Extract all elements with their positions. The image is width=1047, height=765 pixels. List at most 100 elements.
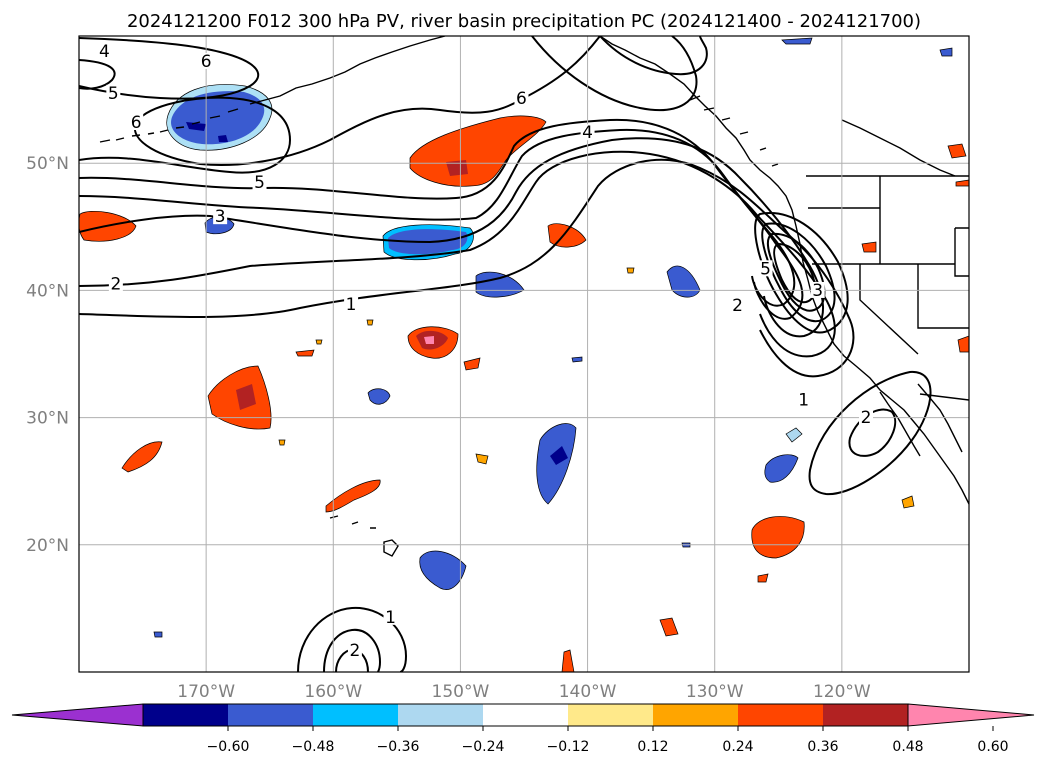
- negative-precip-patch: [939, 47, 953, 57]
- baja-california-coast: [879, 391, 921, 457]
- contour-label: 6: [131, 113, 142, 133]
- contour-label: 4: [99, 42, 110, 62]
- longitude-tick-label: 140°W: [559, 682, 617, 702]
- contour-label: 5: [760, 259, 771, 279]
- colorbar-tick-label: 0.36: [807, 739, 838, 755]
- colorbar-cell: [568, 704, 653, 726]
- contour-label-background: [106, 84, 121, 101]
- pv-contour-tropical-low-2: [323, 628, 382, 672]
- latitude-tick-label: 30°N: [26, 409, 69, 429]
- contour-label: 2: [349, 641, 360, 661]
- contour-label-background: [344, 295, 359, 312]
- contour-label-background: [129, 114, 144, 131]
- colorbar-cell: [653, 704, 738, 726]
- contour-label-background: [97, 42, 112, 59]
- positive-precip-patch: [957, 335, 969, 353]
- colorbar-cell: [483, 704, 568, 726]
- contour-label-background: [383, 608, 398, 625]
- pv-contour-tropical-low-1: [297, 606, 408, 672]
- contour-label: 2: [110, 275, 121, 295]
- positive-precip-patch: [325, 479, 381, 513]
- negative-precip-patch: [785, 427, 803, 443]
- colorbar-tick-label: −0.12: [547, 739, 590, 755]
- positive-precip-patch: [659, 617, 679, 637]
- contour-label-background: [347, 641, 362, 658]
- contour-label: 1: [798, 390, 809, 410]
- positive-precip-patch: [409, 115, 547, 187]
- pv-contour-2: [79, 150, 836, 358]
- colorbar-cell: [313, 704, 398, 726]
- state-border-nv-az: [917, 264, 969, 329]
- contour-label: 1: [385, 608, 396, 628]
- negative-precip-patch: [171, 91, 265, 145]
- pv-contour-cutoff-low-inner: [766, 232, 826, 312]
- positive-precip-patch: [278, 439, 286, 446]
- negative-precip-patch: [186, 122, 206, 131]
- negative-precip-patch: [419, 550, 467, 590]
- colorbar-cell: [228, 704, 313, 726]
- figure-title: 2024121200 F012 300 hPa PV, river basin …: [127, 11, 921, 32]
- negative-precip-patch: [781, 37, 813, 45]
- positive-precip-patch: [424, 336, 434, 344]
- colorbar-cell: [823, 704, 908, 726]
- colorbar-tick-label: 0.24: [722, 739, 753, 755]
- contour-label-background: [730, 297, 745, 314]
- negative-precip-patch: [571, 356, 583, 363]
- longitude-tick-labels: 170°W 160°W 150°W 140°W 130°W 120°W: [177, 682, 871, 702]
- longitude-tick-label: 150°W: [432, 682, 490, 702]
- positive-precip-patch: [315, 339, 323, 345]
- negative-precip-patch: [218, 135, 228, 142]
- pv-contour-1: [79, 158, 855, 378]
- contour-label: 6: [201, 52, 212, 72]
- contour-label-background: [810, 281, 825, 298]
- contour-label-background: [758, 260, 773, 277]
- canada-province-border: [841, 119, 956, 177]
- hawaiian-islands: [329, 515, 399, 557]
- positive-precip-patch: [626, 267, 635, 274]
- latitude-tick-label: 20°N: [26, 536, 69, 556]
- longitude-tick-label: 130°W: [686, 682, 744, 702]
- pv-contour-5: [79, 118, 796, 307]
- contour-label: 6: [516, 89, 527, 109]
- negative-precip-patch: [550, 446, 568, 465]
- contour-label-background: [199, 52, 214, 69]
- positive-precip-patch: [861, 241, 877, 253]
- latitude-tick-labels: 50°N 40°N 30°N 20°N: [26, 154, 69, 556]
- colorbar-tick-label: −0.36: [377, 739, 420, 755]
- contour-label: 3: [812, 281, 823, 301]
- state-border-nv-ca: [859, 264, 919, 355]
- colorbar-tick-label: −0.60: [207, 739, 250, 755]
- colorbar-frame: [142, 703, 909, 727]
- positive-precip-patch: [475, 453, 489, 465]
- positive-precip-patch: [757, 573, 769, 583]
- state-border-ut: [954, 227, 969, 277]
- us-mexico-border: [919, 393, 969, 401]
- positive-precip-patch: [236, 384, 256, 410]
- colorbar-tick-label: −0.48: [292, 739, 335, 755]
- positive-precip-patch: [295, 349, 315, 357]
- colorbar-cells: [11, 703, 1035, 727]
- colorbar-tick-label: 0.48: [892, 739, 923, 755]
- alexander-archipelago-islands: [689, 95, 779, 167]
- colorbar-extend-min: [11, 703, 144, 727]
- alaska-peninsula-coast: [249, 36, 446, 105]
- pv-contour-cutoff-low-core: [773, 242, 816, 304]
- contour-label: 5: [108, 84, 119, 104]
- colorbar: −0.60 −0.48 −0.36 −0.24 −0.12 0.12 0.24 0.36 0.4…: [11, 703, 1035, 755]
- map-gridlines: [79, 36, 969, 672]
- pv-contour-nw-corner: [79, 59, 116, 90]
- pv-contour-coastal-6: [599, 36, 708, 76]
- contour-label: 3: [215, 207, 226, 227]
- pv-contour-6-arctic: [79, 37, 260, 100]
- colorbar-cell: [143, 704, 228, 726]
- colorbar-extend-max: [907, 703, 1035, 727]
- positive-precip-patch: [955, 179, 969, 187]
- colorbar-tick-labels: −0.60 −0.48 −0.36 −0.24 −0.12 0.12 0.24 0.36 0.4…: [207, 726, 1009, 755]
- pv-contour-6-north: [79, 36, 601, 174]
- negative-precip-patch: [153, 631, 163, 638]
- positive-precip-patch: [561, 649, 575, 672]
- map-frame: [78, 35, 970, 673]
